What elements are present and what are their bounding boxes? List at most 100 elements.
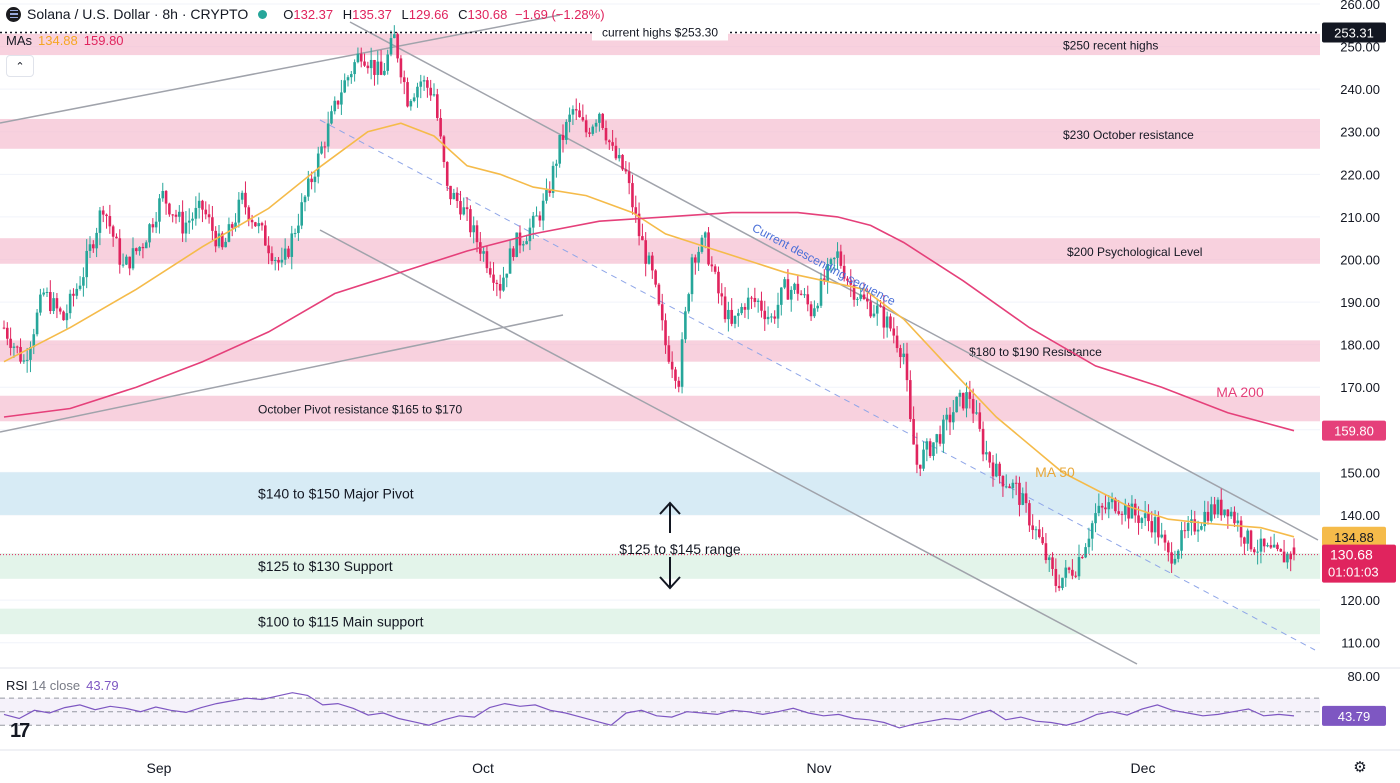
candle-body [313, 176, 317, 183]
y-tick-label: 210.00 [1340, 210, 1380, 225]
candle-body [1203, 511, 1206, 527]
zone-6 [0, 553, 1320, 579]
candle-body [178, 211, 181, 217]
candle-body [915, 444, 919, 465]
candle-body [359, 53, 363, 62]
candle-body [488, 268, 492, 275]
candle-body [1077, 557, 1081, 577]
candle-body [383, 70, 386, 75]
x-tick-label: Dec [1131, 760, 1156, 776]
candle-body [684, 311, 687, 340]
candle-body [310, 178, 313, 183]
candle-body [998, 463, 1001, 476]
candle-body [174, 214, 178, 217]
candle-body [316, 153, 320, 177]
candle-body [227, 224, 231, 242]
candle-body [783, 279, 786, 288]
candle-body [101, 210, 105, 215]
candle-body [670, 361, 674, 370]
top-price-tag-bg [1322, 22, 1386, 43]
candle-body [1084, 547, 1087, 558]
candle-body [244, 192, 247, 208]
candle-body [42, 292, 45, 295]
tradingview-logo-icon: 17 [10, 720, 30, 742]
candle-body [330, 111, 333, 124]
candle-body [171, 214, 174, 216]
candle-body [436, 94, 439, 118]
candle-body [346, 77, 350, 81]
candle-body [730, 309, 733, 324]
trendline-3 [349, 21, 1319, 541]
candle-body [1100, 505, 1104, 508]
candle-body [98, 210, 102, 233]
candle-body [482, 251, 485, 254]
candle-body [485, 251, 489, 269]
candle-body [297, 225, 300, 234]
candle-body [531, 215, 535, 228]
candle-body [125, 256, 128, 265]
candle-body [2, 327, 6, 329]
candle-body [1074, 575, 1077, 577]
high-label: H [342, 6, 353, 22]
candle-body [1157, 517, 1160, 538]
candle-body [168, 203, 171, 215]
collapse-legend-button[interactable]: ⌃ [6, 55, 34, 77]
rsi-legend[interactable]: RSI 14 close 43.79 [6, 678, 119, 693]
candle-body [58, 308, 62, 312]
candle-body [1018, 482, 1021, 505]
candle-body [882, 306, 886, 328]
candle-body [928, 441, 932, 456]
settings-gear-icon[interactable]: ⚙ [1353, 759, 1367, 776]
candle-body [1163, 534, 1167, 543]
open-value: 132.37 [293, 6, 334, 22]
candle-body [677, 380, 681, 387]
candle-body [1233, 511, 1236, 524]
candle-body [399, 58, 403, 78]
candle-body [111, 226, 115, 237]
candle-body [1031, 525, 1034, 530]
candle-body [746, 297, 750, 310]
zone-5 [0, 472, 1320, 515]
candle-body [442, 136, 446, 163]
candle-body [806, 294, 810, 305]
candle-body [1186, 522, 1190, 531]
candle-body [1038, 529, 1041, 538]
candle-body [796, 283, 800, 294]
candle-body [1200, 526, 1203, 530]
candle-body [541, 200, 545, 221]
mas-legend[interactable]: MAs 134.88 159.80 [6, 33, 124, 48]
candle-body [1120, 513, 1124, 515]
candle-body [644, 240, 647, 264]
candle-body [799, 293, 803, 295]
candle-body [459, 201, 462, 215]
candle-body [350, 74, 353, 78]
ma200-annotation: MA 200 [1216, 384, 1264, 400]
candle-body [72, 293, 75, 296]
candle-body [475, 225, 479, 243]
candle-body [369, 59, 373, 69]
candle-body [1107, 502, 1111, 510]
zone-label-0: $250 recent highs [1063, 38, 1158, 52]
symbol-title[interactable]: Solana / U.S. Dollar · 8h · CRYPTO [27, 6, 249, 22]
candle-body [439, 117, 442, 137]
candle-body [1229, 511, 1233, 517]
candle-body [1256, 551, 1259, 553]
candle-body [492, 274, 495, 283]
candle-body [141, 246, 145, 249]
candle-body [1133, 503, 1137, 516]
candle-body [879, 305, 882, 307]
y-tick-label: 230.00 [1340, 125, 1380, 140]
candle-body [1282, 551, 1286, 563]
candle-body [981, 428, 985, 455]
candle-body [1004, 486, 1008, 488]
candle-body [816, 305, 819, 309]
top-price-tag: 253.31 [1334, 25, 1374, 40]
ma200-line [3, 211, 1295, 432]
candle-body [627, 171, 631, 184]
candle-body [277, 259, 280, 263]
candle-body [1272, 544, 1276, 548]
candle-body [700, 237, 704, 252]
candle-body [15, 346, 19, 348]
candle-body [254, 222, 257, 227]
